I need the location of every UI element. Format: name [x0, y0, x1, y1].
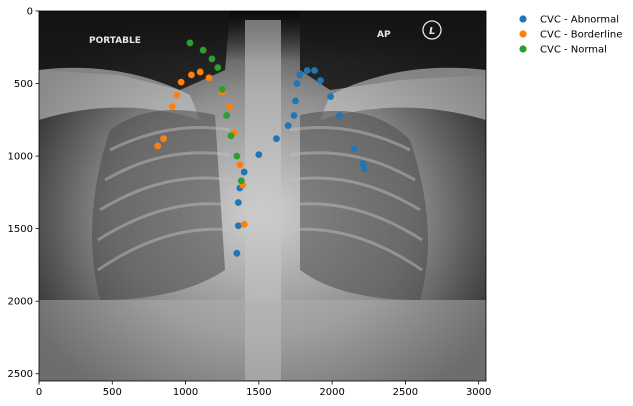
point-cvc-abnormal — [360, 165, 368, 173]
legend-label: CVC - Borderline — [540, 30, 622, 41]
x-tick-label: 2500 — [393, 387, 418, 398]
point-cvc-abnormal — [296, 71, 304, 79]
point-cvc-abnormal — [350, 145, 358, 153]
point-cvc-abnormal — [359, 159, 367, 167]
x-tick-label: 2000 — [319, 387, 344, 398]
point-cvc-normal — [237, 177, 245, 185]
point-cvc-borderline — [177, 78, 185, 86]
plot-frame — [38, 10, 487, 382]
point-cvc-abnormal — [240, 168, 248, 176]
xray-side-marker: L — [422, 20, 442, 40]
point-cvc-borderline — [236, 161, 244, 169]
point-cvc-abnormal — [293, 80, 301, 87]
legend-marker — [519, 45, 527, 53]
x-tick-label: 3000 — [466, 387, 491, 398]
point-cvc-abnormal — [292, 97, 299, 105]
point-cvc-abnormal — [233, 249, 241, 257]
point-cvc-abnormal — [234, 222, 242, 230]
point-cvc-abnormal — [327, 93, 335, 101]
point-cvc-normal — [233, 152, 241, 160]
point-cvc-normal — [214, 64, 222, 71]
point-cvc-borderline — [205, 74, 213, 82]
legend-label: CVC - Abnormal — [540, 15, 619, 26]
point-cvc-abnormal — [273, 135, 280, 143]
x-tick-label: 500 — [103, 387, 122, 398]
legend-marker — [519, 30, 527, 38]
point-cvc-abnormal — [303, 67, 311, 74]
point-cvc-borderline — [160, 135, 167, 143]
point-cvc-abnormal — [255, 151, 263, 159]
y-tick-label: 500 — [14, 79, 33, 90]
point-cvc-abnormal — [311, 67, 318, 74]
point-cvc-borderline — [226, 103, 233, 111]
point-cvc-normal — [223, 112, 230, 119]
y-tick-label: 2500 — [8, 369, 33, 380]
y-axis: 0 500 1000 1500 2000 2500 — [8, 7, 39, 380]
point-cvc-borderline — [173, 91, 181, 99]
point-cvc-abnormal — [316, 77, 324, 85]
point-cvc-normal — [227, 132, 235, 140]
point-cvc-normal — [218, 85, 226, 93]
point-cvc-borderline — [188, 71, 195, 79]
xray-image — [39, 11, 486, 381]
x-tick-label: 1500 — [246, 387, 271, 398]
point-cvc-borderline — [168, 103, 176, 111]
point-cvc-borderline — [240, 220, 248, 228]
scatter-points — [154, 39, 368, 257]
legend-marker — [519, 15, 527, 23]
x-tick-label: 1000 — [173, 387, 198, 398]
x-axis: 0 500 1000 1500 2000 2500 3000 — [36, 381, 491, 398]
y-tick-label: 2000 — [8, 297, 33, 308]
point-cvc-abnormal — [284, 122, 292, 130]
point-cvc-normal — [186, 39, 194, 47]
legend: CVC - Abnormal CVC - Borderline CVC - Norm… — [519, 15, 622, 56]
xray-label-portable: PORTABLE — [89, 36, 141, 46]
point-cvc-abnormal — [234, 199, 242, 206]
point-cvc-abnormal — [336, 112, 343, 119]
point-cvc-borderline — [196, 68, 204, 76]
y-tick-label: 0 — [27, 7, 33, 18]
x-tick-label: 0 — [36, 387, 42, 398]
y-tick-label: 1500 — [8, 224, 33, 235]
xray-label-ap: AP — [377, 30, 391, 40]
svg-text:L: L — [429, 26, 435, 37]
y-tick-label: 1000 — [8, 152, 33, 163]
point-cvc-abnormal — [290, 112, 298, 119]
legend-label: CVC - Normal — [540, 45, 607, 56]
point-cvc-borderline — [154, 142, 162, 150]
point-cvc-normal — [208, 55, 216, 63]
point-cvc-normal — [199, 46, 207, 54]
